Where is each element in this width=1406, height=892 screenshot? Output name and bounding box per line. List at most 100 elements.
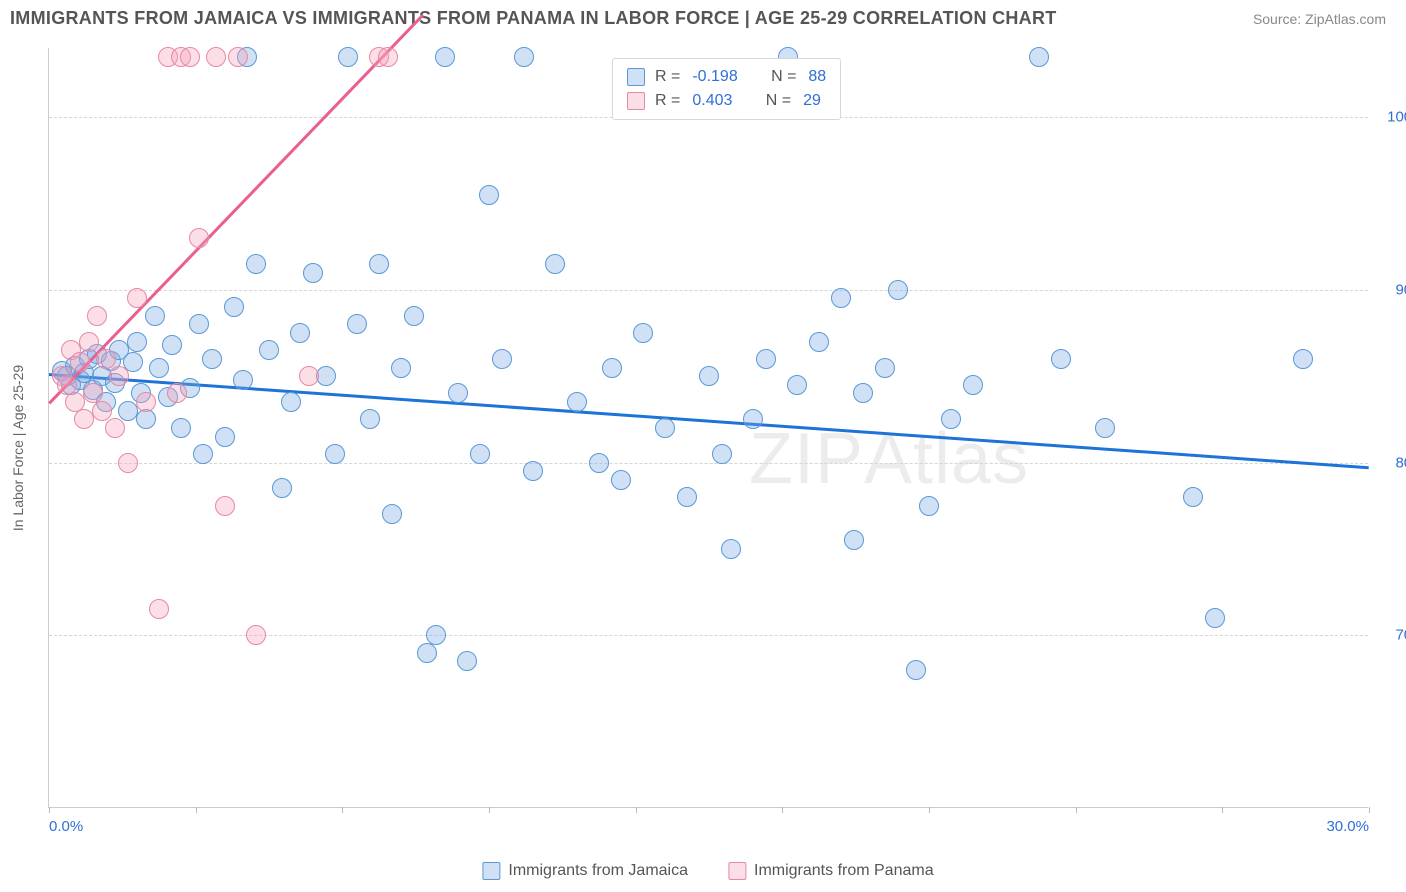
legend-r-label: R =: [655, 65, 680, 89]
scatter-point: [378, 47, 398, 67]
x-tick: [1222, 807, 1223, 813]
legend-series-label: Immigrants from Jamaica: [508, 862, 688, 880]
scatter-point: [171, 418, 191, 438]
legend-item: Immigrants from Jamaica: [482, 862, 688, 880]
scatter-point: [545, 254, 565, 274]
scatter-point: [149, 599, 169, 619]
scatter-point: [963, 375, 983, 395]
scatter-point: [844, 530, 864, 550]
scatter-point: [699, 366, 719, 386]
scatter-point: [79, 332, 99, 352]
scatter-point: [875, 358, 895, 378]
x-tick-label: 0.0%: [49, 818, 83, 835]
scatter-point: [299, 366, 319, 386]
scatter-point: [1205, 608, 1225, 628]
scatter-point: [633, 323, 653, 343]
scatter-point: [391, 358, 411, 378]
scatter-point: [1095, 418, 1115, 438]
scatter-point: [303, 263, 323, 283]
scatter-point: [272, 478, 292, 498]
scatter-point: [721, 539, 741, 559]
scatter-point: [228, 47, 248, 67]
scatter-point: [246, 625, 266, 645]
scatter-point: [70, 352, 90, 372]
scatter-point: [448, 383, 468, 403]
scatter-point: [136, 392, 156, 412]
scatter-point: [215, 427, 235, 447]
scatter-point: [809, 332, 829, 352]
scatter-point: [96, 349, 116, 369]
scatter-point: [360, 409, 380, 429]
chart-title: IMMIGRANTS FROM JAMAICA VS IMMIGRANTS FR…: [10, 8, 1057, 29]
chart-area: In Labor Force | Age 25-29 ZIPAtlas 70.0…: [48, 48, 1368, 848]
scatter-point: [853, 383, 873, 403]
legend-stats-row: R = -0.198 N = 88: [627, 65, 826, 89]
scatter-point: [145, 306, 165, 326]
plot-region: ZIPAtlas 70.0%80.0%90.0%100.0%0.0%30.0%R…: [48, 48, 1368, 808]
legend-n-value: 88: [808, 65, 826, 89]
y-tick-label: 70.0%: [1395, 627, 1406, 644]
scatter-point: [109, 366, 129, 386]
scatter-point: [136, 409, 156, 429]
x-tick: [342, 807, 343, 813]
title-bar: IMMIGRANTS FROM JAMAICA VS IMMIGRANTS FR…: [0, 0, 1406, 37]
x-tick: [636, 807, 637, 813]
scatter-point: [206, 47, 226, 67]
y-axis-label: In Labor Force | Age 25-29: [10, 365, 26, 531]
scatter-point: [906, 660, 926, 680]
scatter-point: [92, 401, 112, 421]
scatter-point: [281, 392, 301, 412]
legend-n-label: N =: [771, 65, 796, 89]
legend-series-label: Immigrants from Panama: [754, 862, 934, 880]
trend-line: [48, 14, 424, 404]
scatter-point: [316, 366, 336, 386]
scatter-point: [888, 280, 908, 300]
scatter-point: [189, 314, 209, 334]
scatter-point: [233, 370, 253, 390]
scatter-point: [589, 453, 609, 473]
scatter-point: [167, 383, 187, 403]
legend-r-value: -0.198: [692, 65, 737, 89]
scatter-point: [382, 504, 402, 524]
scatter-point: [290, 323, 310, 343]
legend-r-value: 0.403: [692, 89, 732, 113]
scatter-point: [189, 228, 209, 248]
scatter-point: [756, 349, 776, 369]
scatter-point: [457, 651, 477, 671]
scatter-point: [215, 496, 235, 516]
scatter-point: [435, 47, 455, 67]
scatter-point: [831, 288, 851, 308]
legend-n-label: N =: [766, 89, 791, 113]
scatter-point: [1183, 487, 1203, 507]
gridline-h: [49, 290, 1368, 291]
y-tick-label: 100.0%: [1387, 109, 1406, 126]
x-tick: [489, 807, 490, 813]
scatter-point: [611, 470, 631, 490]
scatter-point: [149, 358, 169, 378]
scatter-point: [712, 444, 732, 464]
scatter-point: [246, 254, 266, 274]
x-tick: [1076, 807, 1077, 813]
scatter-point: [567, 392, 587, 412]
x-tick: [1369, 807, 1370, 813]
x-tick-label: 30.0%: [1326, 818, 1369, 835]
scatter-point: [259, 340, 279, 360]
scatter-point: [787, 375, 807, 395]
scatter-point: [655, 418, 675, 438]
legend-stats-row: R = 0.403 N = 29: [627, 89, 826, 113]
scatter-point: [919, 496, 939, 516]
legend-swatch: [482, 862, 500, 880]
x-tick: [49, 807, 50, 813]
gridline-h: [49, 463, 1368, 464]
scatter-point: [105, 418, 125, 438]
scatter-point: [347, 314, 367, 334]
x-tick: [929, 807, 930, 813]
x-tick: [782, 807, 783, 813]
scatter-point: [479, 185, 499, 205]
scatter-point: [492, 349, 512, 369]
scatter-point: [224, 297, 244, 317]
scatter-point: [338, 47, 358, 67]
scatter-point: [193, 444, 213, 464]
x-tick: [196, 807, 197, 813]
legend-swatch: [728, 862, 746, 880]
